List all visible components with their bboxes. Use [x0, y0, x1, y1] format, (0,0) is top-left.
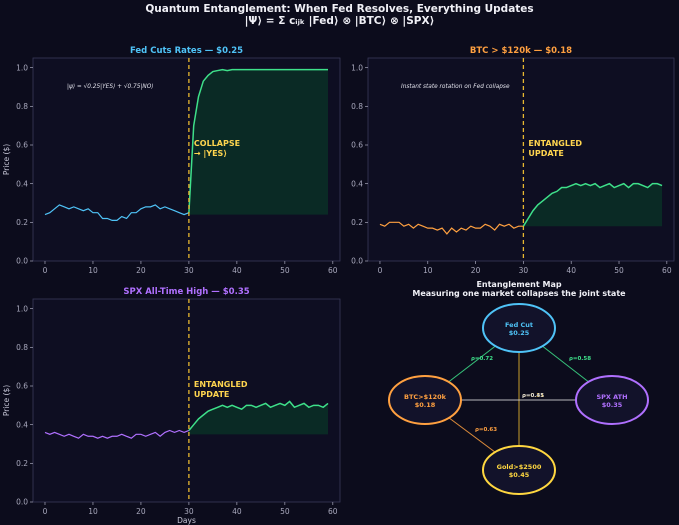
x-tick-label: 50 — [280, 507, 290, 516]
node-fed: Fed Cut$0.25 — [482, 303, 556, 353]
node-circle — [482, 303, 556, 353]
series-line-pre — [379, 221, 524, 235]
y-tick-label: 0.8 — [16, 343, 28, 352]
x-tick-label: 10 — [88, 507, 98, 516]
x-tick-label: 20 — [136, 507, 146, 516]
node-label: BTC>$120k — [404, 393, 447, 401]
x-tick-label: 20 — [136, 266, 146, 275]
x-tick-label: 60 — [662, 266, 672, 275]
series-line-pre — [44, 204, 190, 221]
plot-area — [367, 57, 675, 262]
edge-label: ρ=0.31 — [522, 393, 544, 399]
series-line-post — [522, 182, 663, 227]
node-value: $0.35 — [602, 401, 623, 409]
y-tick-label: 0.0 — [16, 498, 28, 507]
x-axis-label: Days — [177, 516, 196, 525]
collapse-annotation: ENTANGLED — [194, 380, 248, 389]
x-tick-label: 0 — [43, 266, 48, 275]
y-tick-label: 0.4 — [16, 179, 28, 188]
x-tick-label: 10 — [423, 266, 433, 275]
x-tick-label: 30 — [184, 507, 194, 516]
state-note: Instant state rotation on Fed collapse — [401, 84, 510, 90]
collapse-annotation: UPDATE — [194, 390, 230, 399]
figure-title: Quantum Entanglement: When Fed Resolves,… — [145, 3, 534, 15]
node-value: $0.45 — [509, 471, 530, 479]
x-tick-label: 40 — [566, 266, 576, 275]
series-line-pre — [44, 429, 190, 439]
x-tick-label: 50 — [280, 266, 290, 275]
collapse-annotation: → |YES⟩ — [194, 149, 227, 158]
y-tick-label: 0.0 — [16, 257, 28, 266]
y-tick-label: 1.0 — [16, 63, 28, 72]
x-tick-label: 60 — [328, 507, 338, 516]
x-tick-label: 30 — [184, 266, 194, 275]
edge-label: ρ=0.45 — [522, 393, 544, 399]
y-tick-label: 0.2 — [16, 218, 28, 227]
series-line-post — [188, 68, 329, 213]
y-tick-label: 0.4 — [351, 179, 363, 188]
collapse-annotation: UPDATE — [528, 149, 564, 158]
edge-label: ρ=0.58 — [569, 356, 591, 362]
node-spx: SPX ATH$0.35 — [575, 375, 649, 425]
edge-label: ρ=0.63 — [475, 427, 497, 433]
figure-formula: |Ψ⟩ = Σ cᵢⱼₖ |Fed⟩ ⊗ |BTC⟩ ⊗ |SPX⟩ — [244, 15, 435, 27]
x-tick-label: 40 — [232, 266, 242, 275]
chart-title: SPX All-Time High — $0.35 — [123, 287, 249, 297]
y-tick-label: 0.2 — [16, 459, 28, 468]
post-collapse-fill — [523, 183, 663, 227]
node-label: Fed Cut — [505, 321, 533, 329]
chart-title: BTC > $120k — $0.18 — [470, 46, 572, 56]
node-circle — [575, 375, 649, 425]
node-btc: BTC>$120k$0.18 — [388, 375, 462, 425]
post-collapse-fill — [188, 69, 329, 215]
node-value: $0.25 — [509, 329, 530, 337]
x-tick-label: 10 — [88, 266, 98, 275]
x-tick-label: 50 — [614, 266, 624, 275]
x-tick-label: 60 — [328, 266, 338, 275]
node-value: $0.18 — [415, 401, 436, 409]
y-tick-label: 0.8 — [351, 102, 363, 111]
node-gold: Gold>$2500$0.45 — [482, 445, 556, 495]
chart-btc: BTC > $120k — $0.18 0 10 20 30 40 50 60 0.0 0.2 0.… — [351, 46, 675, 275]
edge-label: ρ=0.72 — [471, 356, 493, 362]
y-tick-label: 0.8 — [16, 102, 28, 111]
y-tick-label: 0.6 — [16, 382, 28, 391]
x-tick-label: 0 — [43, 507, 48, 516]
series-line-post — [188, 400, 329, 431]
network-subtitle: Measuring one market collapses the joint… — [412, 289, 626, 298]
y-tick-label: 0.2 — [351, 218, 363, 227]
y-tick-label: 0.6 — [16, 141, 28, 150]
chart-fed: Fed Cuts Rates — $0.25 0 10 20 30 40 50 60 0.0 0.… — [2, 46, 341, 275]
y-tick-label: 0.4 — [16, 420, 28, 429]
x-tick-label: 30 — [519, 266, 529, 275]
state-note: |ψ⟩ = √0.25|YES⟩ + √0.75|NO⟩ — [67, 83, 154, 90]
y-axis-label: Price ($) — [2, 144, 11, 175]
y-axis-label: Price ($) — [2, 385, 11, 416]
y-tick-label: 0.0 — [351, 257, 363, 266]
x-tick-label: 20 — [471, 266, 481, 275]
collapse-annotation: COLLAPSE — [194, 139, 240, 148]
chart-spx: SPX All-Time High — $0.35 0 10 20 30 40 50 60 0.… — [2, 287, 341, 525]
plot-area — [32, 298, 341, 503]
x-tick-label: 40 — [232, 507, 242, 516]
y-tick-label: 1.0 — [16, 304, 28, 313]
post-collapse-fill — [188, 401, 329, 435]
node-circle — [482, 445, 556, 495]
y-tick-label: 1.0 — [351, 63, 363, 72]
node-label: Gold>$2500 — [497, 463, 542, 471]
x-tick-label: 0 — [378, 266, 383, 275]
chart-title: Fed Cuts Rates — $0.25 — [130, 46, 243, 56]
collapse-annotation: ENTANGLED — [528, 139, 582, 148]
y-tick-label: 0.6 — [351, 141, 363, 150]
node-label: SPX ATH — [596, 393, 627, 401]
node-circle — [388, 375, 462, 425]
network-title: Entanglement Map — [476, 280, 561, 289]
